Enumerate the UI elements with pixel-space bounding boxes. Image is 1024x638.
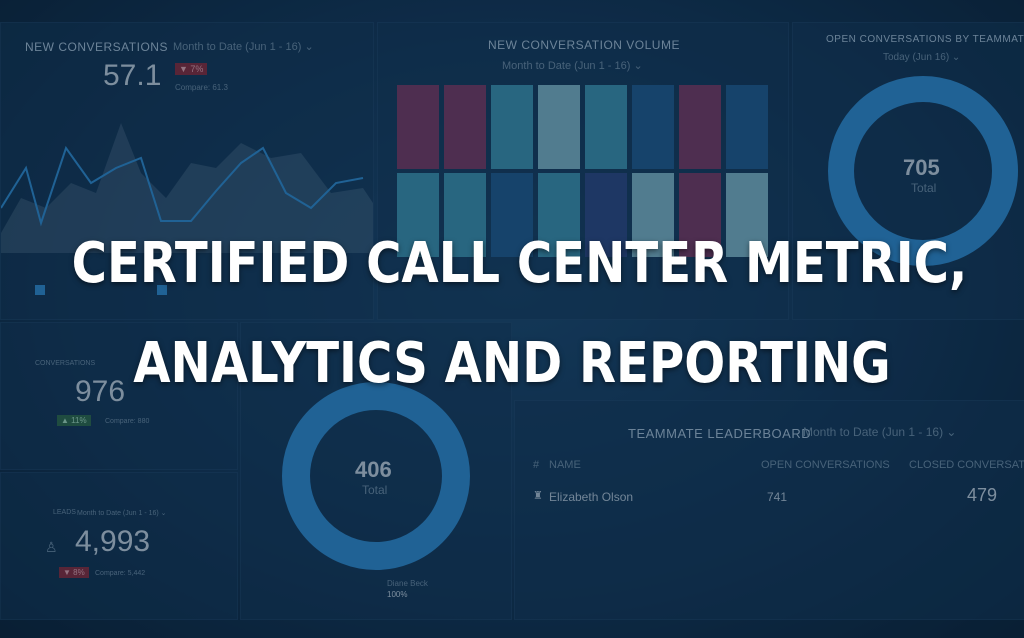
volume-tile	[679, 173, 721, 257]
new-conversations-period[interactable]: Month to Date (Jun 1 - 16) ⌄	[173, 41, 314, 53]
center-donut-person: Diane Beck	[387, 579, 428, 588]
volume-tile	[679, 85, 721, 169]
volume-tile	[585, 173, 627, 257]
leaderboard-title: TEAMMATE LEADERBOARD	[628, 426, 812, 441]
conversations-panel: CONVERSATIONS 976 ▲ 11% Compare: 880	[0, 322, 238, 470]
volume-heatmap	[397, 85, 769, 285]
volume-tile	[585, 85, 627, 169]
leaderboard-panel: TEAMMATE LEADERBOARD Month to Date (Jun …	[514, 400, 1024, 620]
volume-tile	[538, 85, 580, 169]
col-name: NAME	[549, 459, 581, 471]
volume-tile	[538, 173, 580, 257]
leads-value: 4,993	[75, 525, 151, 558]
leaderboard-row-name[interactable]: Elizabeth Olson	[549, 490, 634, 504]
leads-period[interactable]: Month to Date (Jun 1 - 16) ⌄	[77, 510, 167, 517]
col-open: OPEN CONVERSATIONS	[761, 459, 890, 471]
new-conversations-title: NEW CONVERSATIONS	[25, 40, 168, 54]
volume-tile	[491, 85, 533, 169]
conversation-volume-panel: NEW CONVERSATION VOLUME Month to Date (J…	[377, 22, 789, 320]
volume-tile	[397, 173, 439, 257]
volume-tile	[444, 173, 486, 257]
open-by-teammate-value: 705	[903, 155, 940, 180]
checkbox-current-period[interactable]	[35, 285, 45, 295]
conversation-volume-title: NEW CONVERSATION VOLUME	[488, 38, 680, 52]
headline-line-2: ANALYTICS AND REPORTING	[133, 331, 891, 396]
open-by-teammate-donut	[828, 76, 1018, 266]
open-by-teammate-title: OPEN CONVERSATIONS BY TEAMMATE	[826, 34, 1024, 45]
leads-change-badge: ▼ 8%	[59, 567, 89, 578]
leaderboard-row-closed: 479	[967, 485, 998, 505]
new-conversations-change-badge: ▼ 7%	[175, 63, 208, 75]
leaderboard-row-open: 741	[767, 490, 788, 504]
user-icon: ♙	[45, 539, 58, 555]
conversations-change-badge: ▲ 11%	[57, 415, 91, 426]
new-conversations-line-chart	[1, 123, 373, 253]
col-hash: #	[533, 459, 540, 471]
volume-tile	[397, 85, 439, 169]
trophy-icon: ♜	[533, 490, 543, 502]
conversations-compare: Compare: 880	[105, 418, 150, 425]
volume-tile	[491, 173, 533, 257]
center-donut-value: 406	[355, 457, 392, 482]
volume-tile	[632, 173, 674, 257]
leaderboard-period[interactable]: Month to Date (Jun 1 - 16) ⌄	[803, 425, 957, 439]
conversations-value: 976	[75, 375, 126, 408]
leads-panel: LEADS Month to Date (Jun 1 - 16) ⌄ ♙ 4,9…	[0, 472, 238, 620]
center-donut-label: Total	[362, 483, 388, 497]
center-donut-percent: 100%	[387, 590, 408, 599]
line-series	[1, 145, 364, 227]
open-by-teammate-period[interactable]: Today (Jun 16) ⌄	[883, 52, 961, 63]
volume-tile	[726, 173, 768, 257]
new-conversations-value: 57.1	[103, 59, 162, 92]
col-closed: CLOSED CONVERSATIONS	[909, 459, 1024, 471]
new-conversations-compare: Compare: 61.3	[175, 83, 228, 92]
headline-line-1: CERTIFIED CALL CENTER METRIC,	[71, 231, 968, 296]
conversations-title: CONVERSATIONS	[35, 360, 96, 367]
open-by-teammate-panel: OPEN CONVERSATIONS BY TEAMMATE Today (Ju…	[792, 22, 1024, 320]
leads-title: LEADS	[53, 509, 76, 516]
volume-tile	[444, 85, 486, 169]
conversation-volume-period[interactable]: Month to Date (Jun 1 - 16) ⌄	[502, 60, 643, 72]
leads-compare: Compare: 5,442	[95, 570, 146, 577]
new-conversations-panel: NEW CONVERSATIONS Month to Date (Jun 1 -…	[0, 22, 374, 320]
open-by-teammate-label: Total	[911, 181, 937, 195]
volume-tile	[632, 85, 674, 169]
center-donut	[282, 382, 470, 570]
center-donut-panel: 406 Total Diane Beck 100%	[240, 322, 512, 620]
checkbox-compare-period[interactable]	[157, 285, 167, 295]
area-series	[1, 123, 373, 253]
volume-tile	[726, 85, 768, 169]
